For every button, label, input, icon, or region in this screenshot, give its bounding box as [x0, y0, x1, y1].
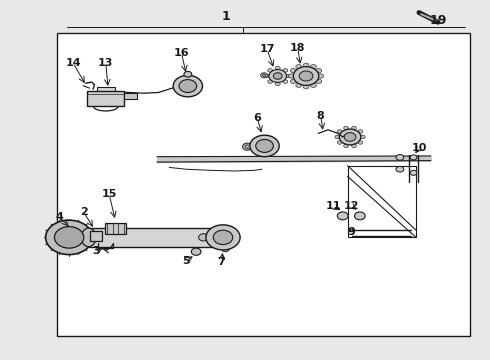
Circle shape	[337, 141, 342, 144]
Bar	[105, 223, 126, 234]
Text: 12: 12	[344, 201, 359, 211]
Circle shape	[337, 212, 348, 220]
Ellipse shape	[81, 228, 96, 247]
Text: 16: 16	[173, 48, 189, 58]
Text: 14: 14	[65, 58, 81, 68]
Circle shape	[289, 74, 294, 78]
Text: 4: 4	[55, 212, 63, 221]
Circle shape	[54, 226, 84, 248]
Circle shape	[261, 73, 268, 78]
Circle shape	[316, 79, 322, 84]
Circle shape	[191, 248, 201, 255]
Circle shape	[273, 73, 282, 79]
Text: 18: 18	[290, 43, 306, 53]
Circle shape	[410, 170, 417, 175]
Circle shape	[311, 83, 317, 87]
Circle shape	[291, 79, 296, 84]
Text: 19: 19	[429, 14, 447, 27]
Ellipse shape	[209, 228, 222, 247]
Circle shape	[343, 126, 348, 130]
Circle shape	[351, 126, 356, 130]
Bar	[124, 93, 137, 99]
Circle shape	[311, 64, 317, 69]
Bar	[98, 87, 115, 94]
Text: 15: 15	[101, 189, 117, 199]
Text: 9: 9	[347, 227, 355, 237]
Circle shape	[303, 63, 309, 67]
Circle shape	[410, 155, 417, 160]
Text: 6: 6	[253, 113, 261, 123]
Circle shape	[296, 64, 302, 69]
Circle shape	[344, 133, 356, 141]
Circle shape	[335, 135, 340, 139]
Circle shape	[303, 85, 309, 89]
Bar	[89, 228, 216, 247]
Circle shape	[245, 145, 250, 148]
Text: 2: 2	[80, 207, 88, 217]
Circle shape	[256, 139, 273, 152]
Circle shape	[265, 74, 270, 78]
Bar	[87, 91, 124, 106]
Text: 5: 5	[183, 256, 190, 266]
Text: 3: 3	[92, 246, 100, 256]
Circle shape	[198, 234, 208, 241]
Circle shape	[268, 69, 272, 72]
Circle shape	[243, 143, 252, 150]
Circle shape	[318, 74, 324, 78]
Circle shape	[250, 135, 279, 157]
Circle shape	[358, 141, 363, 144]
Text: 11: 11	[325, 201, 341, 211]
Circle shape	[269, 69, 287, 82]
Circle shape	[179, 80, 196, 93]
Circle shape	[268, 80, 272, 84]
Text: 17: 17	[259, 44, 275, 54]
Circle shape	[263, 74, 266, 76]
Bar	[347, 166, 416, 237]
Circle shape	[275, 66, 280, 70]
Bar	[90, 231, 102, 241]
Text: 10: 10	[412, 143, 427, 153]
Text: 7: 7	[218, 257, 225, 267]
Circle shape	[213, 230, 233, 244]
Circle shape	[46, 220, 93, 255]
Circle shape	[337, 130, 342, 133]
Circle shape	[360, 135, 365, 139]
Circle shape	[351, 144, 356, 148]
Circle shape	[343, 144, 348, 148]
Bar	[57, 33, 470, 336]
Circle shape	[206, 225, 240, 250]
Circle shape	[316, 68, 322, 73]
Circle shape	[283, 80, 288, 84]
Text: 13: 13	[98, 58, 113, 68]
Circle shape	[291, 68, 296, 73]
Circle shape	[358, 130, 363, 133]
Circle shape	[221, 246, 229, 252]
Text: 1: 1	[221, 10, 230, 23]
Circle shape	[396, 166, 404, 172]
Circle shape	[294, 67, 319, 85]
Circle shape	[184, 71, 192, 77]
Circle shape	[275, 82, 280, 86]
Circle shape	[339, 129, 361, 145]
Circle shape	[173, 75, 202, 97]
Circle shape	[286, 74, 291, 78]
Circle shape	[396, 154, 404, 160]
Circle shape	[296, 83, 302, 87]
Circle shape	[283, 69, 288, 72]
Circle shape	[354, 212, 365, 220]
Text: 8: 8	[317, 111, 324, 121]
Circle shape	[299, 71, 313, 81]
